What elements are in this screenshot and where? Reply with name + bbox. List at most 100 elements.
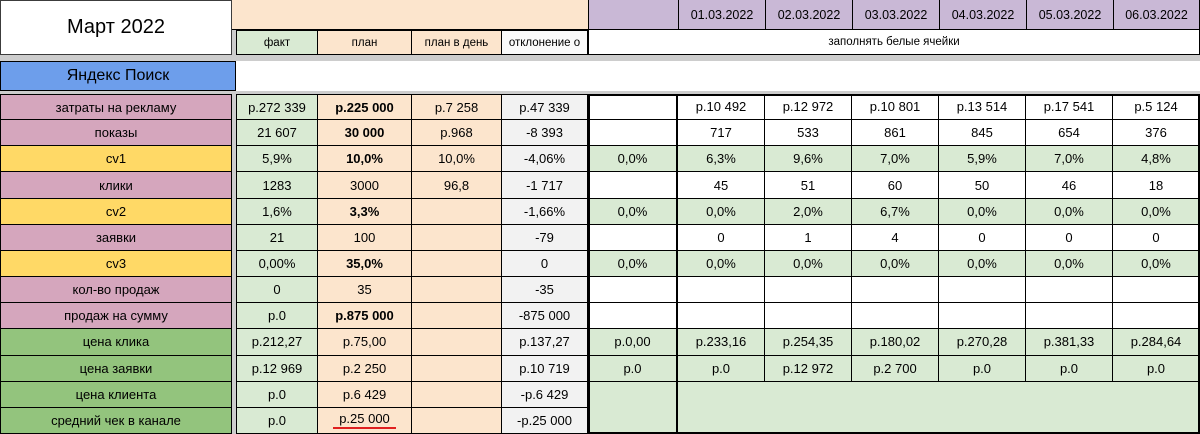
daily-cell[interactable]: 9,6% — [765, 146, 852, 173]
date-header-cell[interactable]: 02.03.2022 — [765, 0, 852, 30]
daily-cell[interactable]: 0,0% — [765, 250, 852, 278]
daily-cell[interactable]: 0,0% — [1026, 198, 1113, 225]
row-label[interactable]: заявки — [0, 224, 232, 251]
daily-cell[interactable]: р.233,16 — [678, 329, 765, 356]
daily-cell[interactable]: 654 — [1026, 120, 1113, 147]
deviation-cell[interactable]: -4,06% — [502, 146, 588, 173]
plan-per-day-cell[interactable] — [412, 277, 502, 304]
fact-cell[interactable]: р.212,27 — [236, 329, 318, 356]
plan-cell[interactable]: р.25 000 — [318, 407, 412, 434]
daily-cell[interactable]: р.381,33 — [1026, 329, 1113, 356]
summary-cell[interactable]: 0,0% — [588, 198, 678, 225]
plan-cell[interactable]: р.2 250 — [318, 355, 412, 382]
col-header-fact[interactable]: факт — [236, 30, 318, 55]
month-title-cell[interactable]: Март 2022 — [0, 0, 232, 55]
plan-per-day-cell[interactable] — [412, 355, 502, 382]
daily-cell[interactable]: 0 — [1113, 224, 1200, 251]
plan-per-day-cell[interactable] — [412, 303, 502, 330]
date-header-cell[interactable]: 03.03.2022 — [852, 0, 939, 30]
daily-cell[interactable]: 376 — [1113, 120, 1200, 147]
daily-cell[interactable]: р.17 541 — [1026, 94, 1113, 121]
daily-cell[interactable]: 0 — [678, 224, 765, 251]
daily-cell[interactable]: 50 — [939, 172, 1026, 199]
plan-cell[interactable]: р.225 000 — [318, 94, 412, 121]
fact-cell[interactable]: 1283 — [236, 172, 318, 199]
plan-per-day-cell[interactable] — [412, 250, 502, 278]
daily-cell[interactable] — [765, 303, 852, 330]
daily-cell[interactable]: 5,9% — [939, 146, 1026, 173]
deviation-cell[interactable]: -79 — [502, 224, 588, 251]
plan-cell[interactable]: р.875 000 — [318, 303, 412, 330]
daily-cell[interactable] — [852, 303, 939, 330]
plan-cell[interactable]: р.75,00 — [318, 329, 412, 356]
fact-cell[interactable]: 21 — [236, 224, 318, 251]
channel-title-cell[interactable]: Яндекс Поиск — [0, 61, 236, 91]
plan-cell[interactable]: 10,0% — [318, 146, 412, 173]
daily-cell[interactable]: р.0 — [1113, 355, 1200, 382]
daily-cell[interactable]: 0,0% — [1026, 250, 1113, 278]
plan-per-day-cell[interactable] — [412, 224, 502, 251]
fact-cell[interactable]: р.272 339 — [236, 94, 318, 121]
date-header-cell[interactable]: 01.03.2022 — [678, 0, 765, 30]
daily-cell[interactable]: р.254,35 — [765, 329, 852, 356]
row-label[interactable]: cv1 — [0, 146, 232, 173]
daily-cell[interactable]: 2,0% — [765, 198, 852, 225]
plan-cell[interactable]: 35 — [318, 277, 412, 304]
deviation-cell[interactable]: -р.25 000 — [502, 407, 588, 434]
summary-cell[interactable] — [588, 120, 678, 147]
daily-cell[interactable] — [1026, 303, 1113, 330]
daily-cell[interactable]: 60 — [852, 172, 939, 199]
daily-cell[interactable] — [852, 277, 939, 304]
deviation-cell[interactable]: 0 — [502, 250, 588, 278]
daily-cell[interactable]: 4,8% — [1113, 146, 1200, 173]
deviation-cell[interactable]: р.47 339 — [502, 94, 588, 121]
daily-cell[interactable]: 18 — [1113, 172, 1200, 199]
daily-cell[interactable]: р.5 124 — [1113, 94, 1200, 121]
plan-cell[interactable]: 35,0% — [318, 250, 412, 278]
plan-per-day-cell[interactable]: р.968 — [412, 120, 502, 147]
date-header-cell[interactable]: 04.03.2022 — [939, 0, 1026, 30]
row-label[interactable]: cv3 — [0, 250, 232, 278]
daily-cell[interactable]: 845 — [939, 120, 1026, 147]
row-label[interactable]: клики — [0, 172, 232, 199]
daily-cell[interactable]: 861 — [852, 120, 939, 147]
fact-cell[interactable]: р.0 — [236, 303, 318, 330]
daily-cell[interactable]: р.10 492 — [678, 94, 765, 121]
plan-per-day-cell[interactable] — [412, 381, 502, 408]
fact-cell[interactable]: р.0 — [236, 381, 318, 408]
daily-cell[interactable]: 51 — [765, 172, 852, 199]
deviation-cell[interactable]: р.137,27 — [502, 329, 588, 356]
daily-cell[interactable]: 0,0% — [939, 198, 1026, 225]
daily-cell[interactable] — [765, 277, 852, 304]
deviation-cell[interactable]: р.10 719 — [502, 355, 588, 382]
plan-cell[interactable]: 100 — [318, 224, 412, 251]
daily-cell[interactable] — [678, 277, 765, 304]
deviation-cell[interactable]: -875 000 — [502, 303, 588, 330]
daily-cell[interactable] — [1113, 303, 1200, 330]
daily-cell[interactable]: 0,0% — [852, 250, 939, 278]
summary-cell[interactable]: р.0 — [588, 355, 678, 382]
plan-cell[interactable]: 3000 — [318, 172, 412, 199]
row-label[interactable]: цена клиента — [0, 381, 232, 408]
daily-cell[interactable]: р.270,28 — [939, 329, 1026, 356]
daily-cell[interactable]: 45 — [678, 172, 765, 199]
summary-cell[interactable] — [588, 277, 678, 304]
date-header-cell[interactable]: 05.03.2022 — [1026, 0, 1113, 30]
daily-cell[interactable]: р.13 514 — [939, 94, 1026, 121]
daily-cell[interactable]: 0,0% — [939, 250, 1026, 278]
fact-cell[interactable]: р.0 — [236, 407, 318, 434]
plan-per-day-cell[interactable]: 10,0% — [412, 146, 502, 173]
daily-cell[interactable]: 0 — [1026, 224, 1113, 251]
daily-cell[interactable]: 533 — [765, 120, 852, 147]
col-header-deviation[interactable]: отклонение о — [502, 30, 588, 55]
daily-cell[interactable]: 6,3% — [678, 146, 765, 173]
plan-per-day-cell[interactable] — [412, 407, 502, 434]
daily-cell[interactable]: 0,0% — [678, 250, 765, 278]
plan-per-day-cell[interactable]: р.7 258 — [412, 94, 502, 121]
summary-cell[interactable] — [588, 224, 678, 251]
plan-cell[interactable]: р.6 429 — [318, 381, 412, 408]
daily-cell[interactable]: 7,0% — [1026, 146, 1113, 173]
daily-cell[interactable]: 46 — [1026, 172, 1113, 199]
daily-cell[interactable] — [1026, 277, 1113, 304]
daily-cell[interactable]: 7,0% — [852, 146, 939, 173]
